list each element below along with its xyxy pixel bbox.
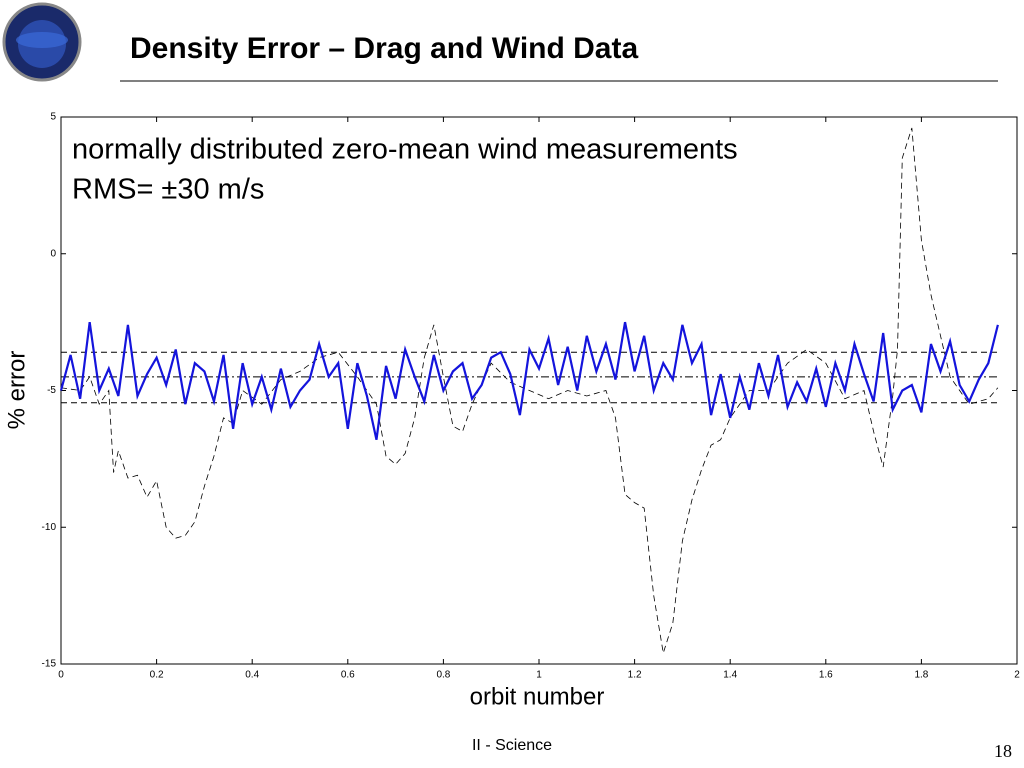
x-tick-label: 0.4 bbox=[245, 670, 259, 681]
x-tick-label: 1.8 bbox=[914, 670, 928, 681]
x-tick-label: 1.2 bbox=[628, 670, 642, 681]
y-tick-label: 5 bbox=[50, 112, 56, 123]
page-number: 18 bbox=[994, 741, 1012, 761]
y-tick-label: -15 bbox=[42, 659, 57, 670]
y-tick-label: -10 bbox=[42, 522, 57, 533]
annotation: normally distributed zero-mean wind meas… bbox=[72, 134, 738, 166]
slide-title: Density Error – Drag and Wind Data bbox=[130, 32, 638, 65]
x-tick-label: 1.6 bbox=[819, 670, 833, 681]
logo bbox=[2, 2, 82, 82]
x-tick-label: 2 bbox=[1014, 670, 1020, 681]
footer-section: II - Science bbox=[472, 737, 552, 754]
y-tick-label: 0 bbox=[50, 248, 56, 259]
x-tick-label: 0 bbox=[58, 670, 64, 681]
y-tick-label: -5 bbox=[47, 385, 56, 396]
x-tick-label: 0.6 bbox=[341, 670, 355, 681]
series-line bbox=[60, 127, 999, 654]
x-tick-label: 0.8 bbox=[436, 670, 450, 681]
x-tick-label: 1 bbox=[536, 670, 542, 681]
y-axis-label: % error bbox=[3, 351, 30, 430]
plot-frame bbox=[60, 116, 1018, 665]
series-line bbox=[59, 321, 999, 440]
x-axis-label: orbit number bbox=[470, 683, 605, 710]
x-tick-label: 0.2 bbox=[150, 670, 164, 681]
annotation: RMS= ±30 m/s bbox=[72, 174, 264, 206]
x-tick-label: 1.4 bbox=[723, 670, 737, 681]
